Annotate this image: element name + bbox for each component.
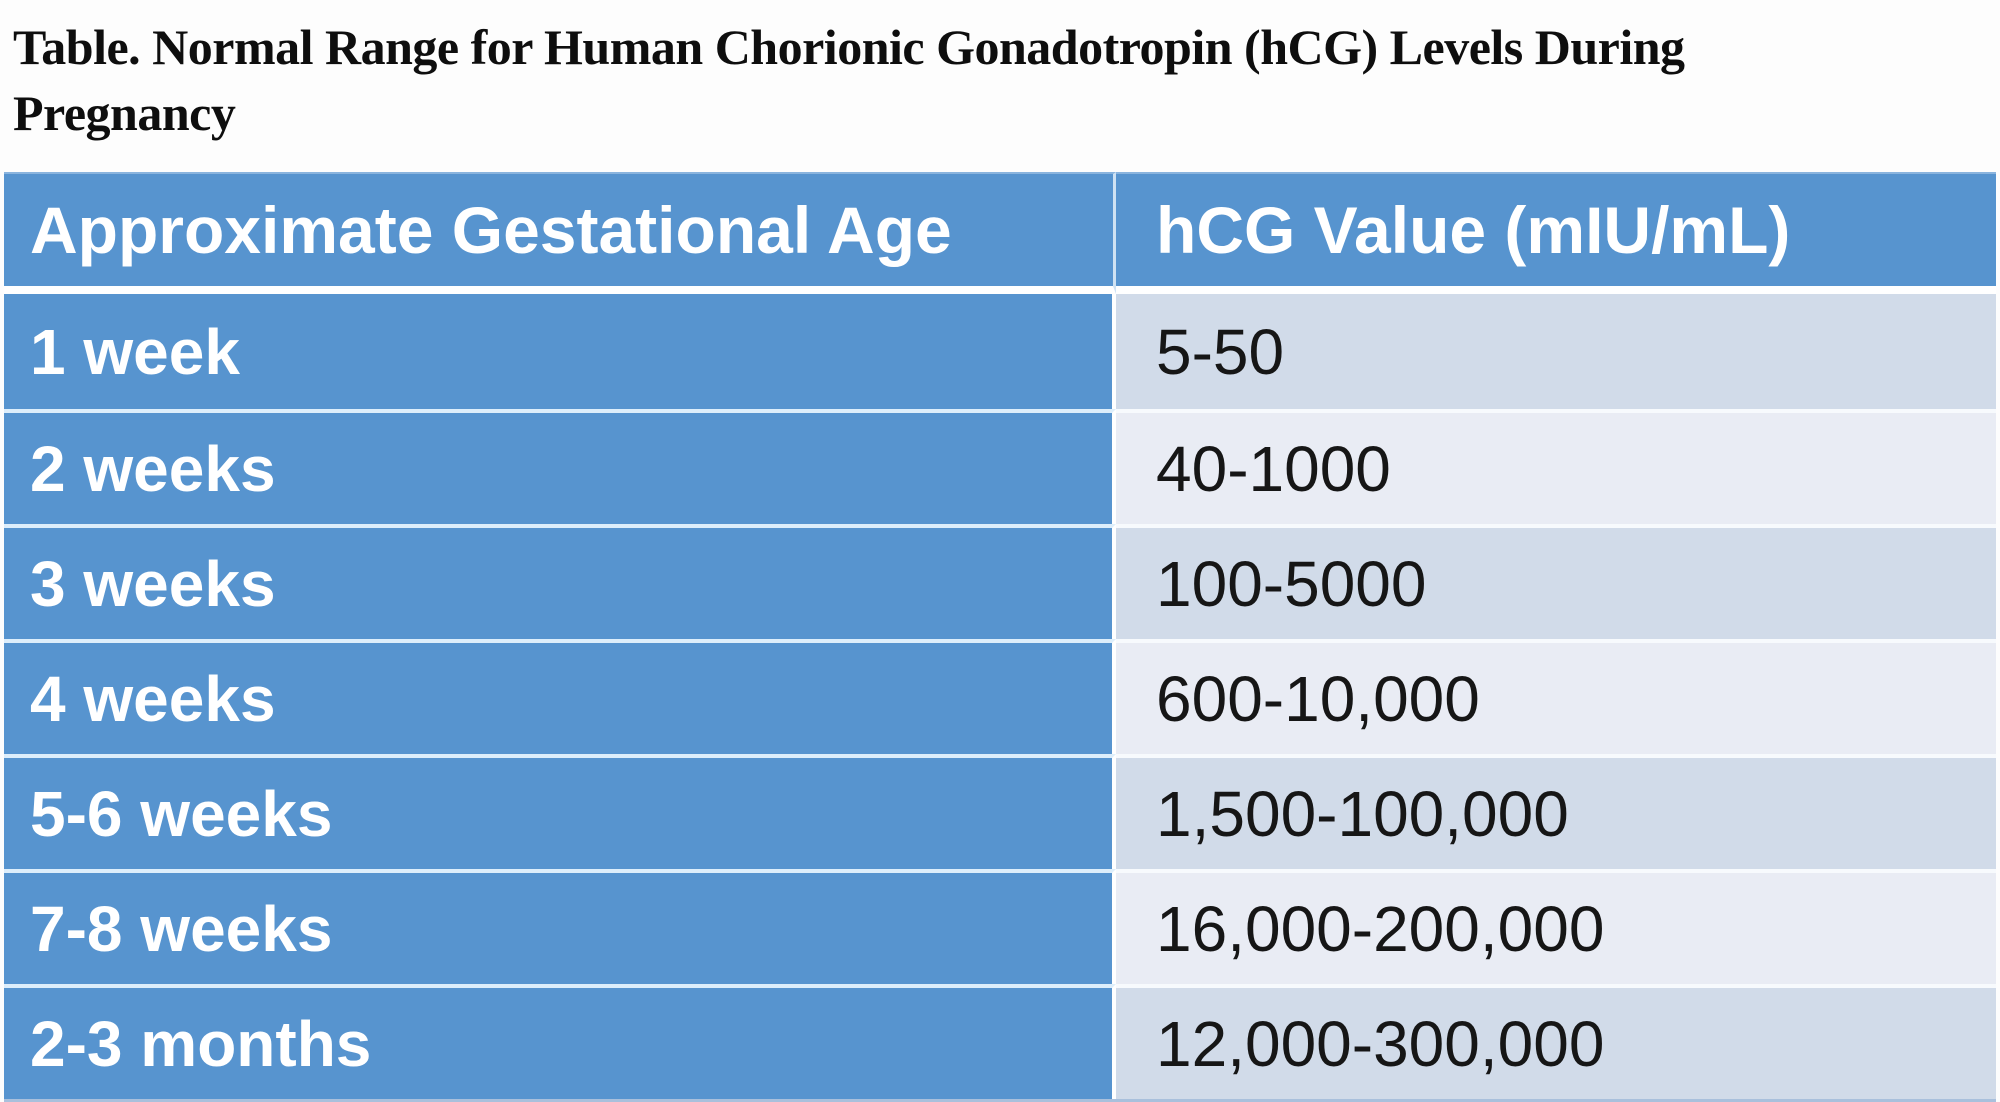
table-row: 3 weeks 100-5000 bbox=[4, 524, 1996, 639]
value-cell: 1,500-100,000 bbox=[1116, 754, 1996, 869]
age-cell: 7-8 weeks bbox=[4, 869, 1116, 984]
table-caption-line1: Table. Normal Range for Human Chorionic … bbox=[13, 19, 1685, 75]
table-row: 7-8 weeks 16,000-200,000 bbox=[4, 869, 1996, 984]
table-row: 4 weeks 600-10,000 bbox=[4, 639, 1996, 754]
age-cell: 5-6 weeks bbox=[4, 754, 1116, 869]
value-cell: 40-1000 bbox=[1116, 409, 1996, 524]
age-cell: 2 weeks bbox=[4, 409, 1116, 524]
age-cell: 2-3 months bbox=[4, 984, 1116, 1099]
value-cell: 600-10,000 bbox=[1116, 639, 1996, 754]
value-cell: 100-5000 bbox=[1116, 524, 1996, 639]
header-row: Approximate Gestational Age hCG Value (m… bbox=[4, 172, 1996, 294]
table-row: 1 week 5-50 bbox=[4, 294, 1996, 409]
table-row: 2-3 months 12,000-300,000 bbox=[4, 984, 1996, 1099]
value-cell: 16,000-200,000 bbox=[1116, 869, 1996, 984]
age-cell: 3 weeks bbox=[4, 524, 1116, 639]
value-cell: 5-50 bbox=[1116, 294, 1996, 409]
table-row: 2 weeks 40-1000 bbox=[4, 409, 1996, 524]
age-cell: 1 week bbox=[4, 294, 1116, 409]
age-cell: 4 weeks bbox=[4, 639, 1116, 754]
header-cell-hcg-value: hCG Value (mIU/mL) bbox=[1116, 172, 1996, 294]
value-cell: 12,000-300,000 bbox=[1116, 984, 1996, 1099]
header-cell-gestational-age: Approximate Gestational Age bbox=[4, 172, 1116, 294]
table-row: 5-6 weeks 1,500-100,000 bbox=[4, 754, 1996, 869]
table-caption: Table. Normal Range for Human Chorionic … bbox=[13, 14, 1988, 146]
table-caption-line2: Pregnancy bbox=[13, 85, 236, 141]
hcg-table: Approximate Gestational Age hCG Value (m… bbox=[4, 172, 1996, 1102]
